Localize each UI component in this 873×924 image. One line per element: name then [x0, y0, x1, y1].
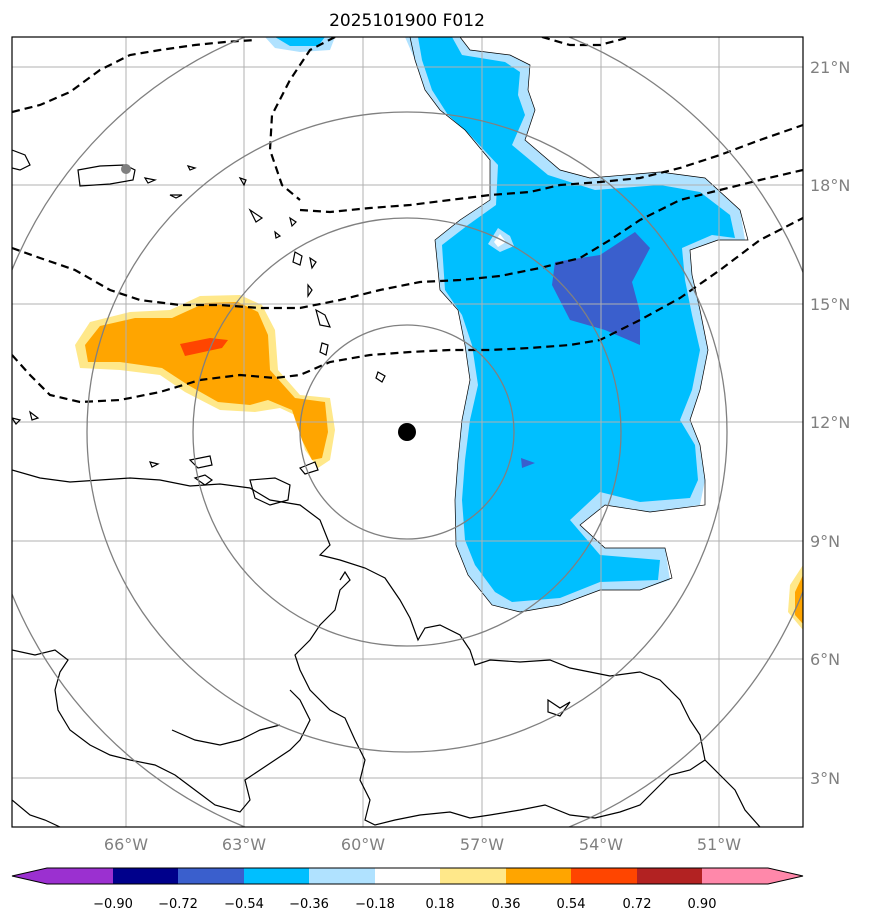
colorbar-extend-high	[768, 868, 803, 884]
colorbar-label-6: 0.18	[426, 897, 455, 912]
lon-label-60: 60°W	[341, 835, 385, 854]
lat-label-12: 12°N	[810, 413, 850, 432]
shade-north-patch-core	[275, 37, 325, 46]
coast-south-america	[12, 469, 706, 826]
coast-margarita	[193, 474, 214, 486]
colorbar: −0.90 −0.72 −0.54 −0.36 −0.18 0.18 0.36 …	[11, 867, 804, 912]
coast-tobago	[299, 461, 319, 475]
shade-west-max	[180, 338, 228, 356]
map-border	[11, 36, 804, 828]
colorbar-seg-10	[637, 868, 702, 884]
colorbar-seg-7	[440, 868, 506, 884]
colorbar-label-4: −0.36	[289, 897, 329, 912]
coast-puerto-rico	[77, 164, 136, 187]
map-title: 2025101900 F012	[329, 11, 485, 31]
colorbar-seg-6	[375, 868, 440, 884]
lat-label-21: 21°N	[810, 58, 850, 77]
colorbar-label-3: −0.54	[224, 897, 264, 912]
shade-west-core	[85, 302, 328, 460]
lat-label-9: 9°N	[810, 532, 840, 551]
storm-center-marker	[398, 423, 416, 441]
range-ring-2	[192, 217, 622, 647]
coast-vi	[143, 165, 197, 199]
lon-label-51: 51°W	[697, 835, 741, 854]
lon-label-66: 66°W	[104, 835, 148, 854]
colorbar-label-9: 0.72	[623, 897, 652, 912]
dashed-contours	[12, 37, 803, 404]
station-dot	[121, 164, 131, 174]
coast-sw-corner	[12, 799, 61, 827]
range-rings	[12, 37, 803, 827]
lat-label-6: 6°N	[810, 650, 840, 669]
colorbar-label-5: −0.18	[355, 897, 395, 912]
colorbar-seg-2	[113, 868, 178, 884]
colorbar-seg-5	[309, 868, 375, 884]
lat-label-3: 3°N	[810, 769, 840, 788]
contour-5	[12, 168, 803, 310]
colorbar-outline	[11, 867, 804, 885]
colorbar-seg-8	[506, 868, 571, 884]
lon-label-63: 63°W	[222, 835, 266, 854]
coast-trinidad	[249, 477, 291, 506]
shade-east-hole-inner	[494, 234, 506, 247]
colorbar-label-2: −0.72	[158, 897, 198, 912]
contour-6	[12, 217, 803, 404]
colorbar-seg-3	[178, 868, 244, 884]
shade-east-notch	[448, 550, 470, 600]
coastlines	[12, 149, 761, 827]
colorbar-label-7: 0.36	[492, 897, 521, 912]
map-area	[12, 37, 803, 827]
range-ring-3	[86, 111, 728, 753]
colorbar-seg-9	[571, 868, 637, 884]
coast-guyana	[547, 698, 571, 717]
coast-abc-islands	[12, 410, 213, 469]
range-ring-1	[299, 324, 515, 540]
field-outline	[409, 37, 749, 613]
coast-hispaniola	[12, 149, 31, 171]
lat-label-18: 18°N	[810, 176, 850, 195]
contour-3	[541, 37, 631, 47]
colorbar-label-1: −0.90	[93, 897, 133, 912]
lat-tick-labels: 21°N 18°N 15°N 12°N 9°N 6°N 3°N	[810, 58, 850, 788]
coast-east-sa	[704, 759, 761, 827]
lon-label-57: 57°W	[460, 835, 504, 854]
range-ring-4	[12, 37, 803, 827]
lon-tick-labels: 66°W 63°W 60°W 57°W 54°W 51°W	[104, 835, 741, 854]
contour-2	[268, 37, 336, 201]
contour-1	[12, 38, 256, 114]
shade-far-east-core	[795, 575, 803, 624]
colorbar-seg-4	[244, 868, 309, 884]
coast-lake	[171, 724, 281, 746]
contour-4	[299, 123, 803, 214]
colorbar-seg-11	[702, 868, 768, 884]
colorbar-label-8: 0.54	[557, 897, 586, 912]
coast-venezuela-west	[12, 649, 311, 813]
graticule	[12, 37, 803, 827]
colorbar-label-10: 0.90	[688, 897, 717, 912]
shade-east-deep-small	[521, 458, 535, 468]
colorbar-seg-1	[47, 868, 113, 884]
lat-label-15: 15°N	[810, 295, 850, 314]
colorbar-extend-low	[12, 868, 47, 884]
lon-label-54: 54°W	[579, 835, 623, 854]
coast-islands-chain	[238, 176, 386, 383]
